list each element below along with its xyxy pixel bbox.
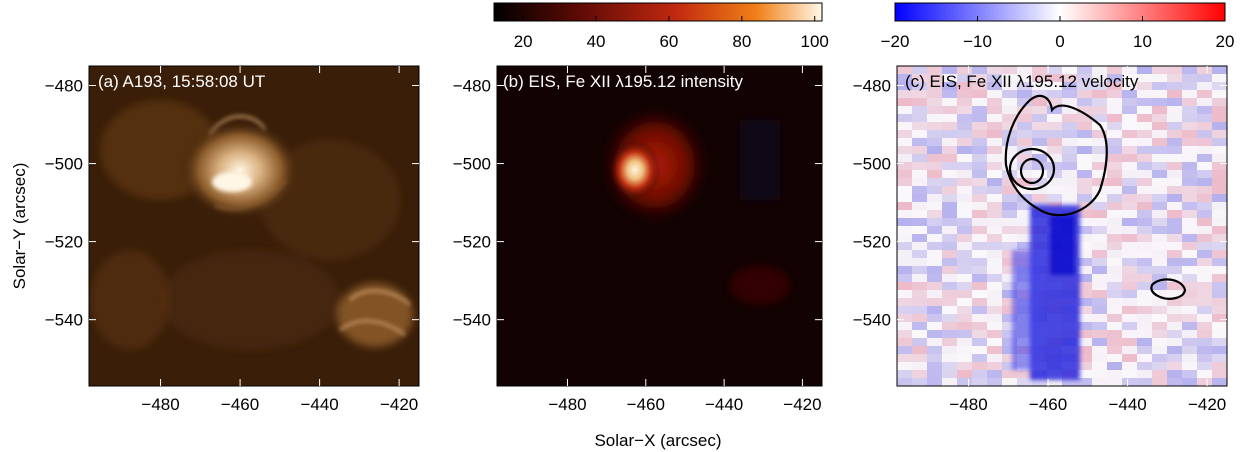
colorbar-tick-label: 80	[732, 32, 751, 51]
y-tick-label: −520	[453, 233, 491, 252]
x-tick-label: −460	[627, 395, 665, 414]
y-tick-label: −540	[453, 311, 491, 330]
x-tick-label: −480	[949, 395, 987, 414]
panel-c-image	[896, 65, 1228, 387]
panel-b-image	[496, 65, 823, 387]
x-tick-label: −460	[221, 395, 259, 414]
contour-mid	[1008, 147, 1056, 191]
y-tick-label: −500	[853, 155, 891, 174]
contour-inner	[1019, 157, 1045, 185]
y-tick-label: −480	[453, 77, 491, 96]
x-tick-label: −420	[380, 395, 418, 414]
y-tick-label: −540	[45, 311, 83, 330]
panel-a-axes: −480 −460 −440 −420 −480 −500 −520 −540	[45, 66, 419, 414]
x-tick-label: −480	[548, 395, 586, 414]
panel-a-image	[88, 65, 420, 387]
x-tick-label: −460	[1029, 395, 1067, 414]
y-tick-label: −520	[45, 233, 83, 252]
colorbar-tick-label: 20	[514, 32, 533, 51]
y-tick-label: −480	[853, 77, 891, 96]
panel-b-axes: −480 −460 −440 −420 −480 −500 −520 −540	[453, 66, 822, 414]
y-tick-label: −520	[853, 233, 891, 252]
colorbar-tick-label: 10	[1133, 32, 1152, 51]
colorbar-tick-label: 40	[587, 32, 606, 51]
x-axis-title: Solar−X (arcsec)	[594, 431, 721, 450]
x-tick-label: −420	[783, 395, 821, 414]
panel-c-label: (c) EIS, Fe XII λ195.12 velocity	[905, 72, 1139, 91]
colorbar-tick-label: 0	[1055, 32, 1064, 51]
x-tick-label: −420	[1188, 395, 1226, 414]
colorbar-tick-label: 100	[801, 32, 829, 51]
x-tick-label: −440	[1108, 395, 1146, 414]
x-tick-label: −480	[141, 395, 179, 414]
y-tick-label: −500	[45, 155, 83, 174]
colorbar-tick-label: −10	[963, 32, 992, 51]
y-tick-label: −480	[45, 77, 83, 96]
contour-small	[1150, 278, 1187, 300]
colorbar-tick-label: 60	[659, 32, 678, 51]
panel-b-label: (b) EIS, Fe XII λ195.12 intensity	[503, 72, 744, 91]
colorbar-tick-label: −20	[881, 32, 910, 51]
panel-c-axes: −480 −460 −440 −420 −480 −500 −520 −540	[853, 66, 1227, 414]
x-tick-label: −440	[300, 395, 338, 414]
y-tick-label: −500	[453, 155, 491, 174]
panel-a-label: (a) A193, 15:58:08 UT	[98, 72, 265, 91]
colorbar-velocity: −20 −10 0 10 20	[881, 2, 1235, 51]
y-tick-label: −540	[853, 311, 891, 330]
colorbar-intensity: 20 40 60 80 100	[493, 2, 829, 51]
y-axis-title: Solar−Y (arcsec)	[10, 163, 29, 290]
colorbar-tick-label: 20	[1216, 32, 1235, 51]
contour-outer	[1004, 94, 1108, 217]
x-tick-label: −440	[705, 395, 743, 414]
